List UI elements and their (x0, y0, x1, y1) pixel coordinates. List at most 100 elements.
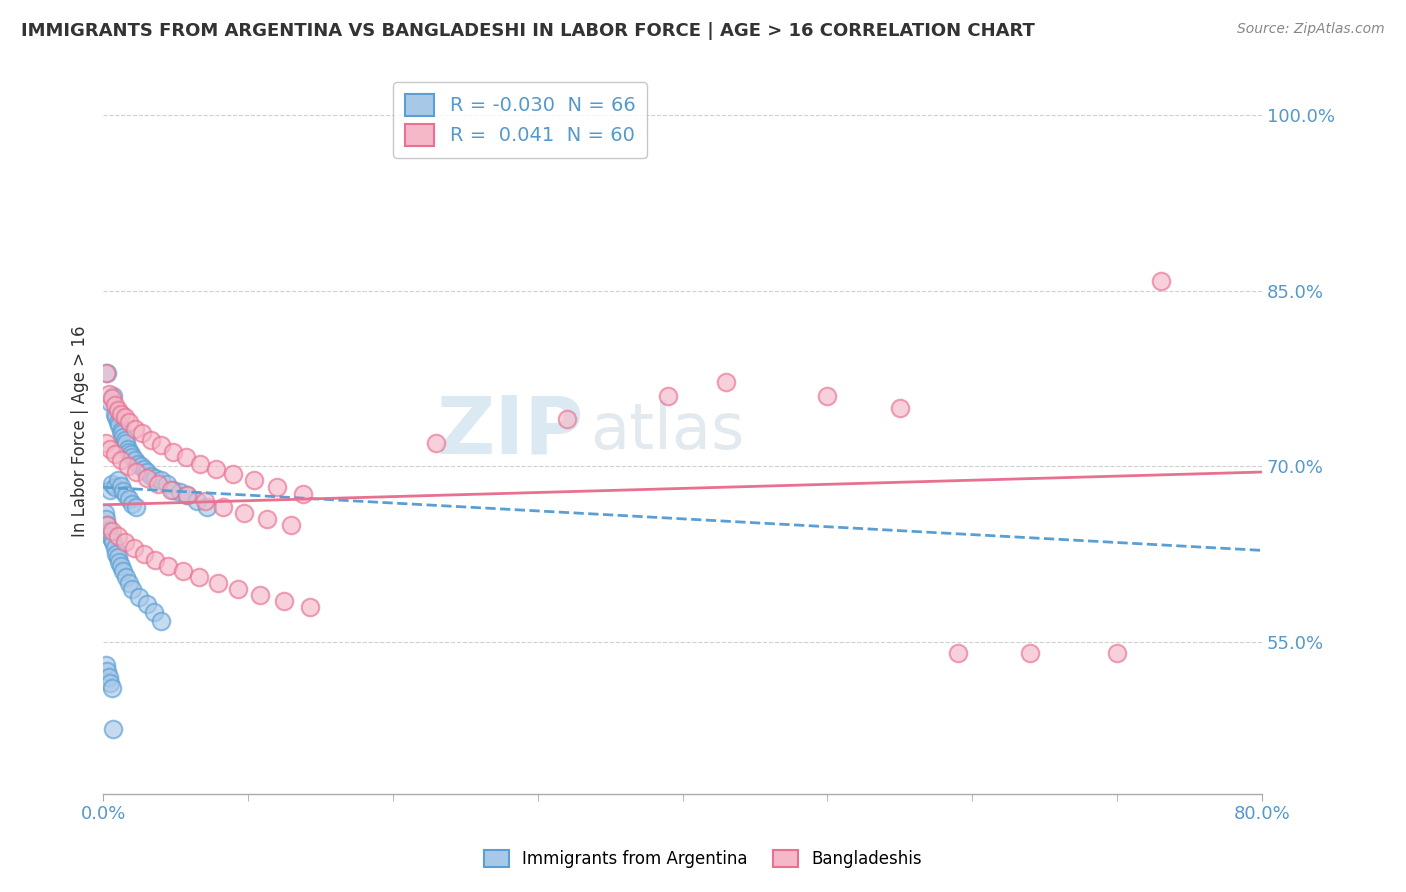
Point (124, 453, 146, 467)
Point (94, 435, 117, 450)
Point (101, 524, 124, 538)
Point (172, 565, 194, 579)
Point (143, 471, 166, 485)
Point (121, 582, 143, 596)
Point (146, 476, 169, 491)
Point (110, 479, 132, 493)
Point (226, 582, 249, 596)
Point (96, 517, 118, 532)
Point (107, 550, 129, 565)
Point (714, 375, 737, 389)
Point (657, 389, 679, 403)
Point (94, 512, 117, 526)
Point (101, 532, 124, 546)
Point (107, 415, 129, 429)
Point (115, 435, 138, 450)
Point (97, 386, 120, 401)
Point (135, 471, 157, 485)
Point (108, 418, 131, 433)
Point (299, 599, 322, 614)
Point (889, 401, 911, 415)
Point (160, 483, 183, 497)
Point (110, 558, 132, 573)
Text: Source: ZipAtlas.com: Source: ZipAtlas.com (1237, 22, 1385, 37)
Point (112, 430, 135, 444)
Point (162, 445, 184, 459)
Point (150, 614, 173, 628)
Point (176, 488, 198, 502)
Point (118, 415, 141, 429)
Point (110, 407, 132, 421)
Y-axis label: In Labor Force | Age > 16: In Labor Force | Age > 16 (72, 326, 89, 537)
Point (107, 403, 129, 417)
Point (96, 517, 118, 532)
Point (105, 410, 128, 425)
Point (101, 681, 124, 696)
Point (118, 576, 141, 591)
Point (256, 512, 278, 526)
Point (169, 484, 191, 499)
Point (815, 389, 838, 403)
Point (104, 480, 127, 494)
Point (124, 422, 146, 436)
Point (187, 570, 209, 584)
Point (292, 487, 315, 501)
Point (104, 407, 127, 421)
Point (205, 461, 228, 475)
Point (100, 395, 122, 409)
Point (125, 500, 148, 515)
Point (129, 459, 152, 474)
Point (232, 506, 254, 520)
Point (273, 593, 295, 607)
Point (122, 541, 145, 555)
Point (103, 389, 125, 403)
Point (100, 529, 122, 543)
Point (110, 424, 132, 438)
Text: ZIP: ZIP (437, 392, 583, 470)
Point (104, 541, 127, 555)
Point (100, 675, 122, 690)
Point (114, 535, 136, 549)
Point (125, 465, 148, 479)
Point (249, 588, 271, 602)
Text: IMMIGRANTS FROM ARGENTINA VS BANGLADESHI IN LABOR FORCE | AGE > 16 CORRELATION C: IMMIGRANTS FROM ARGENTINA VS BANGLADESHI… (21, 22, 1035, 40)
Point (107, 473, 129, 487)
Point (104, 398, 127, 412)
Point (94, 366, 117, 380)
Point (135, 465, 157, 479)
Point (101, 476, 124, 491)
Point (110, 453, 132, 467)
Point (118, 445, 141, 459)
Point (132, 461, 155, 475)
Point (105, 547, 128, 561)
Point (97, 670, 120, 684)
Point (100, 483, 122, 497)
Point (946, 646, 969, 660)
Legend: R = -0.030  N = 66, R =  0.041  N = 60: R = -0.030 N = 66, R = 0.041 N = 60 (394, 82, 647, 158)
Point (108, 555, 131, 569)
Point (186, 494, 208, 508)
Point (1105, 646, 1128, 660)
Point (197, 500, 219, 515)
Point (112, 565, 135, 579)
Point (139, 434, 162, 448)
Point (127, 457, 149, 471)
Point (96, 664, 118, 678)
Point (132, 547, 155, 561)
Point (93, 506, 115, 520)
Point (156, 476, 179, 491)
Legend: Immigrants from Argentina, Bangladeshis: Immigrants from Argentina, Bangladeshis (478, 843, 928, 875)
Point (114, 410, 136, 425)
Point (174, 450, 197, 464)
Point (193, 494, 215, 508)
Point (96, 366, 118, 380)
Point (212, 500, 235, 515)
Point (425, 435, 447, 450)
Point (280, 517, 302, 532)
Point (555, 412, 578, 426)
Point (120, 448, 142, 462)
Point (142, 606, 165, 620)
Point (117, 459, 139, 474)
Point (157, 558, 180, 573)
Point (111, 426, 134, 441)
